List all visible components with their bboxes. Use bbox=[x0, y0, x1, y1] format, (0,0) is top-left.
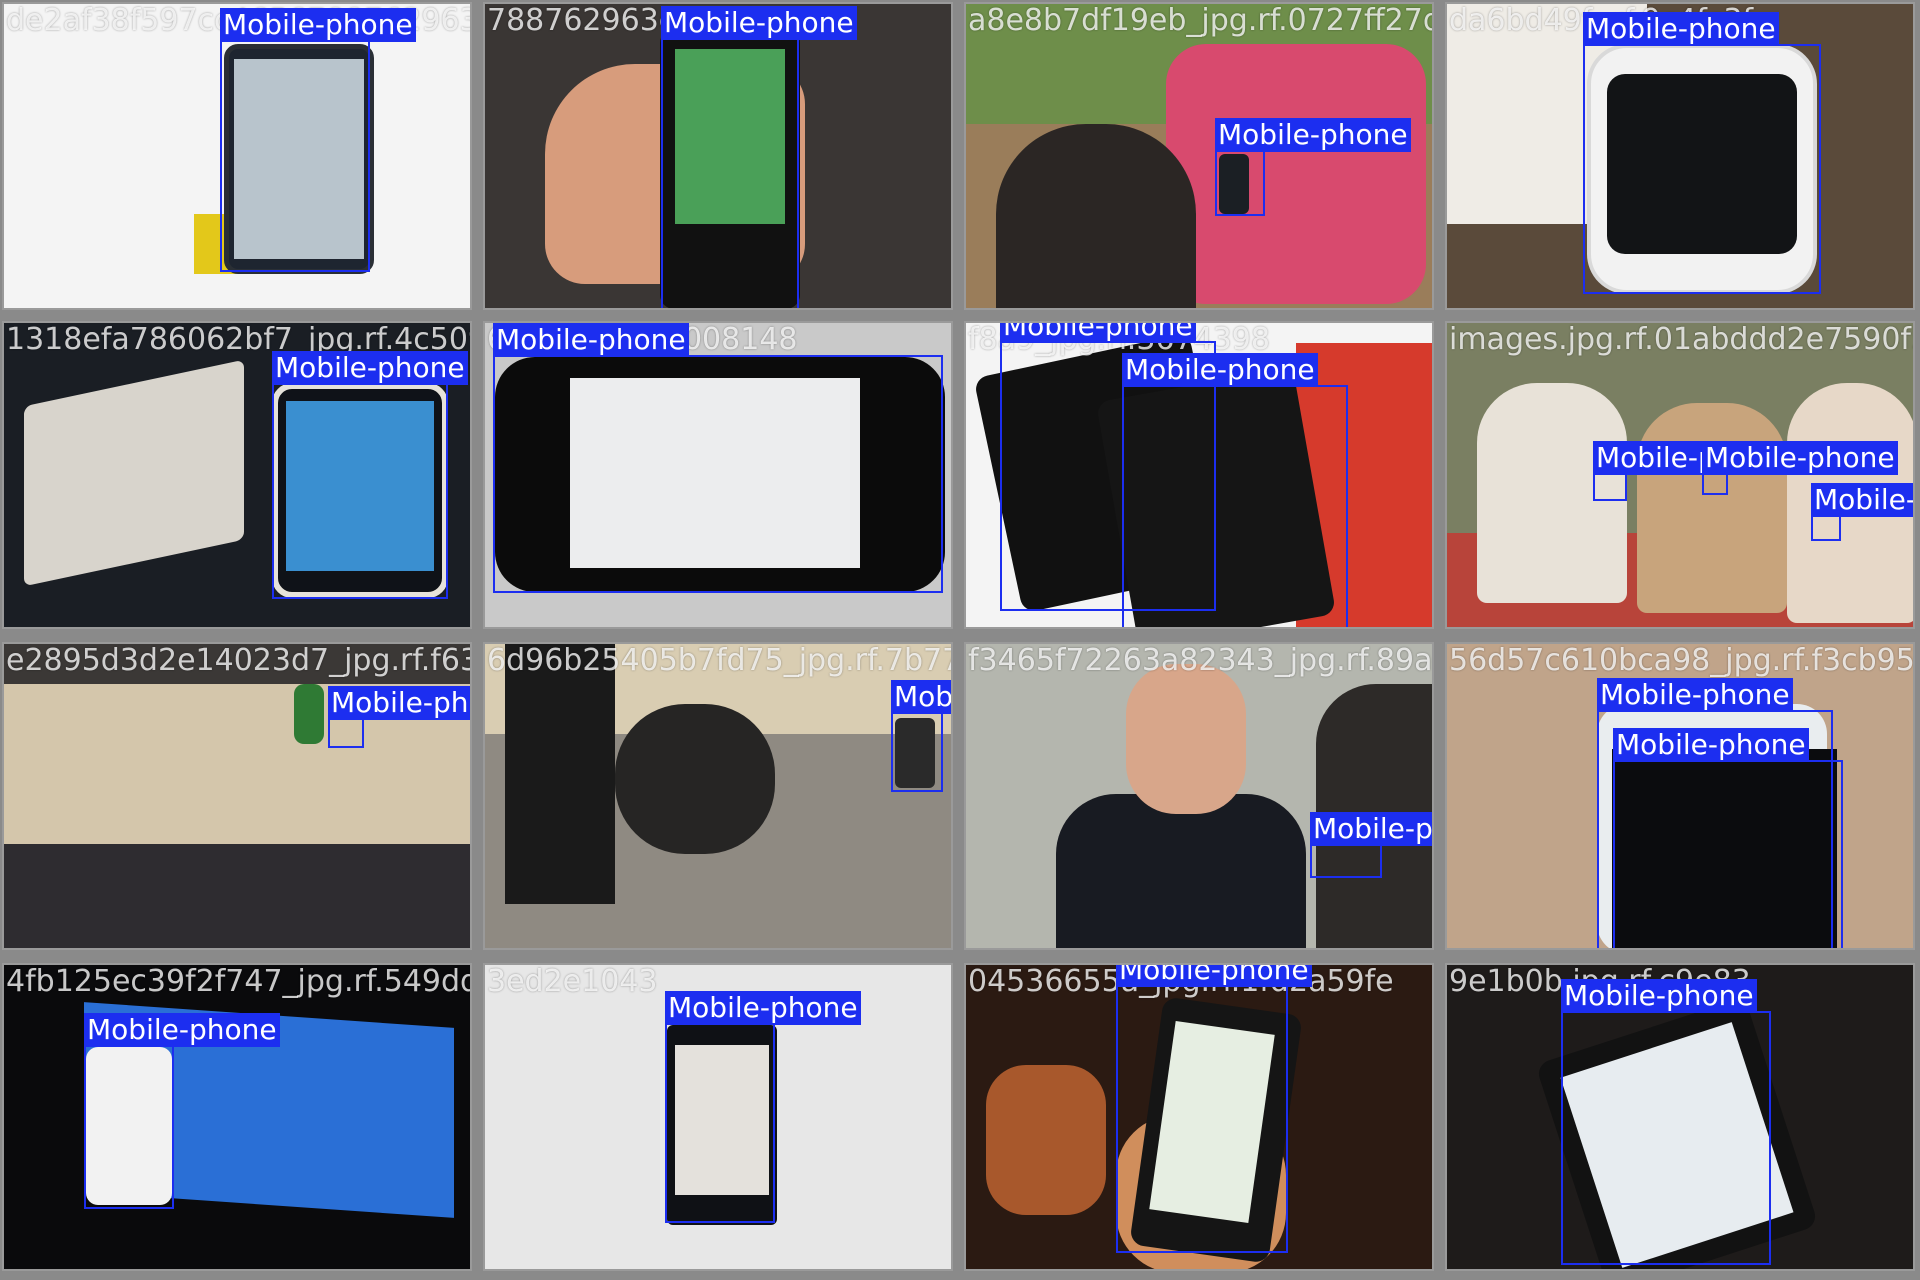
image-tile: 1318efa786062bf7_jpg.rf.4c50900 Mobile-p… bbox=[2, 321, 472, 629]
image-tile: de2af38f597cc4656788762963ec Mobile-phon… bbox=[2, 2, 472, 310]
image-tile: 6e8b_jpg.rf.6008148 Mobile-phone bbox=[483, 321, 953, 629]
detection-label: Mobile-phone bbox=[1310, 812, 1432, 846]
image-tile: 4fb125ec39f2f747_jpg.rf.549dde04 Mobile-… bbox=[2, 963, 472, 1271]
image-filename: images.jpg.rf.01abddd2e7590f55 bbox=[1449, 322, 1915, 357]
detection-label: Mobile-phone bbox=[891, 680, 951, 714]
detection-box: Mobile-phone bbox=[493, 323, 943, 593]
detection-label: Mobile-phone bbox=[1702, 441, 1898, 475]
image-tile: images.jpg.rf.01abddd2e7590f55 Mobile-ph… bbox=[1445, 321, 1915, 629]
image-tile: da6bd49f .rf.9c4fc3f Mobile-phone bbox=[1445, 2, 1915, 310]
image-filename: 56d57c610bca98_jpg.rf.f3cb957 bbox=[1449, 643, 1915, 678]
detection-label: Mobile-phone bbox=[1561, 979, 1757, 1013]
detection-label: Mobile-phone bbox=[328, 686, 470, 720]
detection-box: Mobile-phone bbox=[220, 8, 416, 272]
detection-label: Mobile-phone bbox=[493, 323, 689, 357]
image-tile: 788762963ec.e09c1 Mobile-phone bbox=[483, 2, 953, 310]
detection-label: Mobile-phone bbox=[272, 351, 468, 385]
detection-box: Mobile-phone bbox=[661, 6, 857, 308]
detection-box: Mobile-phone bbox=[1116, 965, 1312, 1253]
detection-label: Mobile-phone bbox=[665, 991, 861, 1025]
detection-label: Mobile-phone bbox=[1122, 353, 1318, 387]
detection-label: Mobile-phone bbox=[1215, 118, 1411, 152]
image-filename: 3ed2e1043 bbox=[487, 964, 658, 999]
detection-label: Mobile-phone bbox=[1583, 12, 1779, 46]
detection-box: Mobile-phone bbox=[1583, 12, 1821, 294]
image-tile: 6d96b25405b7fd75_jpg.rf.7b773d Mobile-ph… bbox=[483, 642, 953, 950]
detection-label: Mobile-phone bbox=[1000, 323, 1196, 343]
image-filename: a8e8b7df19eb_jpg.rf.0727ff27d2ebd49f bbox=[968, 3, 1432, 38]
detection-box: Mobile-phone bbox=[1613, 728, 1843, 948]
image-tile: a8e8b7df19eb_jpg.rf.0727ff27d2ebd49f Mob… bbox=[964, 2, 1434, 310]
detection-label: Mobile-phone bbox=[1811, 483, 1913, 517]
detection-label: Mobile-phone bbox=[661, 6, 857, 40]
detection-box: Mobile-phone bbox=[328, 686, 470, 748]
image-filename: e2895d3d2e14023d7_jpg.rf.f63831 bbox=[6, 643, 470, 678]
image-tile: 3ed2e1043 Mobile-phone bbox=[483, 963, 953, 1271]
image-filename: 4fb125ec39f2f747_jpg.rf.549dde04 bbox=[6, 964, 470, 999]
detection-box: Mobile-phone bbox=[1000, 323, 1216, 611]
detection-box: Mobile-phone bbox=[1593, 441, 1789, 501]
detection-label: Mobile-phone bbox=[1116, 965, 1312, 987]
image-tile: e2895d3d2e14023d7_jpg.rf.f63831 Mobile-p… bbox=[2, 642, 472, 950]
detection-label: Mobile-phone bbox=[220, 8, 416, 42]
image-tile: f3465f72263a82343_jpg.rf.89ad1 Mobile-ph… bbox=[964, 642, 1434, 950]
detection-label: Mobile-phone bbox=[1597, 678, 1793, 712]
detection-box: Mobile-phone bbox=[1561, 979, 1771, 1265]
detection-box: Mobile-phone bbox=[1310, 812, 1432, 878]
detection-box: Mobile-phone bbox=[891, 680, 951, 792]
image-tile: f8a9_jpg.rf.3674398 Mobile-phone Mobile-… bbox=[964, 321, 1434, 629]
image-filename: 1318efa786062bf7_jpg.rf.4c50900 bbox=[6, 322, 470, 357]
image-filename: f3465f72263a82343_jpg.rf.89ad1 bbox=[968, 643, 1434, 678]
detection-box: Mobile-phone bbox=[272, 351, 468, 599]
detection-box: Mobile-phone bbox=[1702, 441, 1898, 495]
image-tile: 56d57c610bca98_jpg.rf.f3cb957 Mobile-pho… bbox=[1445, 642, 1915, 950]
image-tile: 04536655a_jpg.rf.1fd2a59fe Mobile-phone bbox=[964, 963, 1434, 1271]
image-filename: 6d96b25405b7fd75_jpg.rf.7b773d bbox=[487, 643, 953, 678]
detection-label: Mobile-phone bbox=[1613, 728, 1809, 762]
detection-box: Mobile-phone bbox=[84, 1013, 280, 1209]
detection-label: Mobile-phone bbox=[84, 1013, 280, 1047]
image-tile: 9e1b0b jpg.rf.c9e83 Mobile-phone bbox=[1445, 963, 1915, 1271]
detection-box: Mobile-phone bbox=[1122, 353, 1348, 627]
detection-box: Mobile-phone bbox=[1215, 118, 1411, 216]
detection-box: Mobile-phone bbox=[1597, 678, 1833, 948]
detection-box: Mobile-phone bbox=[665, 991, 861, 1223]
detection-box: Mobile-phone bbox=[1811, 483, 1913, 541]
